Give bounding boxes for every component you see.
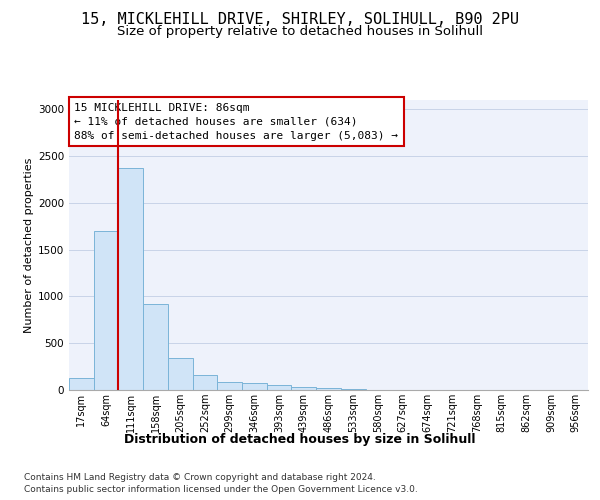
Text: Size of property relative to detached houses in Solihull: Size of property relative to detached ho… [117,25,483,38]
Y-axis label: Number of detached properties: Number of detached properties [24,158,34,332]
Text: 15 MICKLEHILL DRIVE: 86sqm
← 11% of detached houses are smaller (634)
88% of sem: 15 MICKLEHILL DRIVE: 86sqm ← 11% of deta… [74,103,398,141]
Bar [69,378,94,390]
Bar [292,387,316,390]
Bar [242,382,267,390]
Text: Contains public sector information licensed under the Open Government Licence v3: Contains public sector information licen… [24,485,418,494]
Bar [118,168,143,390]
Bar [316,388,341,390]
Bar [94,231,118,390]
Text: 15, MICKLEHILL DRIVE, SHIRLEY, SOLIHULL, B90 2PU: 15, MICKLEHILL DRIVE, SHIRLEY, SOLIHULL,… [81,12,519,28]
Bar [341,389,365,390]
Bar [267,386,292,390]
Text: Contains HM Land Registry data © Crown copyright and database right 2024.: Contains HM Land Registry data © Crown c… [24,472,376,482]
Text: Distribution of detached houses by size in Solihull: Distribution of detached houses by size … [124,432,476,446]
Bar [217,382,242,390]
Bar [143,304,168,390]
Bar [193,375,217,390]
Bar [168,358,193,390]
